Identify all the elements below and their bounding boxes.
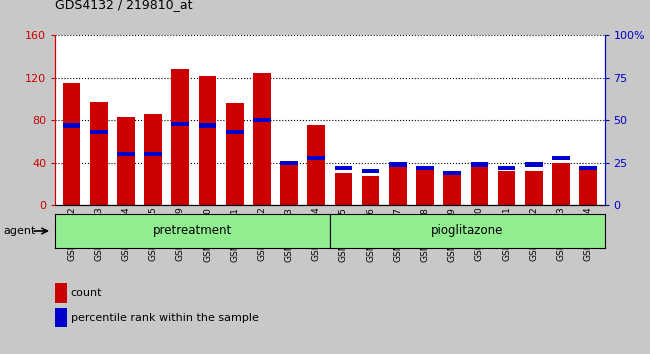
Bar	[226, 103, 244, 205]
Bar	[226, 130, 244, 135]
Bar	[362, 176, 380, 205]
Bar	[172, 122, 189, 126]
Bar	[525, 162, 543, 167]
Bar	[416, 167, 434, 205]
Bar	[443, 171, 461, 175]
Text: agent: agent	[3, 226, 36, 236]
Bar	[63, 83, 81, 205]
Bar	[335, 173, 352, 205]
Bar	[144, 152, 162, 156]
Bar	[253, 118, 271, 122]
Bar	[199, 76, 216, 205]
Bar	[280, 161, 298, 165]
Bar	[307, 125, 325, 205]
Bar	[362, 169, 380, 173]
Bar	[498, 171, 515, 205]
Text: GDS4132 / 219810_at: GDS4132 / 219810_at	[55, 0, 193, 11]
Bar	[307, 156, 325, 160]
Bar	[90, 130, 108, 135]
Bar	[144, 114, 162, 205]
Text: pioglitazone: pioglitazone	[431, 224, 503, 238]
Bar	[471, 162, 488, 167]
Text: pretreatment: pretreatment	[153, 224, 232, 238]
Bar	[199, 123, 216, 127]
Bar	[117, 152, 135, 156]
Bar	[416, 166, 434, 170]
Bar	[579, 166, 597, 170]
Bar	[443, 173, 461, 205]
Bar	[117, 117, 135, 205]
Bar	[552, 156, 570, 160]
Bar	[498, 166, 515, 170]
Bar	[335, 166, 352, 170]
Bar	[552, 163, 570, 205]
Bar	[579, 168, 597, 205]
Bar	[389, 167, 407, 205]
Text: percentile rank within the sample: percentile rank within the sample	[71, 313, 259, 323]
Bar	[471, 163, 488, 205]
Bar	[280, 165, 298, 205]
Bar	[389, 162, 407, 167]
Bar	[63, 123, 81, 127]
Bar	[172, 69, 189, 205]
Bar	[90, 102, 108, 205]
Bar	[253, 73, 271, 205]
Text: count: count	[71, 288, 102, 298]
Bar	[525, 171, 543, 205]
